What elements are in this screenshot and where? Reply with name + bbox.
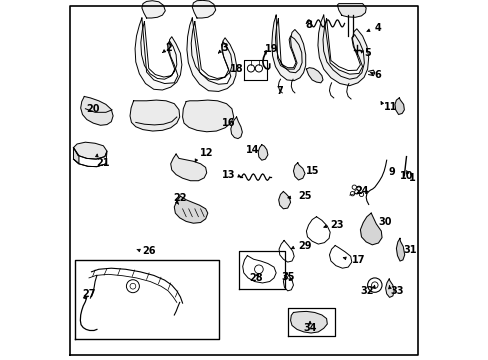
Text: 21: 21 [96,158,109,168]
Text: 2: 2 [165,42,172,53]
Text: 30: 30 [378,217,391,228]
Text: 3: 3 [221,42,227,53]
Text: 31: 31 [403,245,416,255]
Polygon shape [293,163,305,180]
Text: 7: 7 [276,86,283,96]
Text: 11: 11 [384,102,397,112]
Polygon shape [135,18,182,90]
Text: 1: 1 [408,173,415,183]
Text: 10: 10 [400,171,413,181]
Text: 5: 5 [363,48,370,58]
Polygon shape [396,238,404,261]
Text: 18: 18 [229,64,243,74]
Text: 22: 22 [173,193,186,203]
Polygon shape [170,154,206,181]
Polygon shape [230,117,242,139]
Polygon shape [182,100,233,132]
Text: 4: 4 [374,23,381,33]
Text: 14: 14 [245,145,259,155]
Text: 34: 34 [303,323,316,333]
Polygon shape [306,68,322,83]
Text: 35: 35 [281,272,294,282]
Text: 6: 6 [374,70,381,80]
Text: 16: 16 [222,118,235,128]
Polygon shape [73,142,107,159]
Text: 15: 15 [306,166,319,176]
Polygon shape [360,213,381,245]
Polygon shape [186,18,236,91]
Text: 24: 24 [355,186,368,196]
Text: 27: 27 [81,289,95,300]
Text: 17: 17 [351,255,365,265]
Text: 28: 28 [249,273,262,283]
Polygon shape [130,100,179,131]
Text: 23: 23 [329,220,343,230]
Polygon shape [278,192,290,209]
Polygon shape [73,148,79,164]
Text: 8: 8 [305,20,311,30]
Polygon shape [81,96,113,125]
Polygon shape [192,0,215,18]
Text: 13: 13 [222,170,235,180]
Text: 26: 26 [142,246,155,256]
Text: 29: 29 [297,240,311,251]
Polygon shape [290,311,326,333]
Text: 20: 20 [86,104,100,114]
Polygon shape [142,1,165,18]
Polygon shape [394,98,404,114]
Polygon shape [271,15,305,81]
Text: 12: 12 [199,148,213,158]
Text: 9: 9 [387,167,394,177]
Text: 25: 25 [297,191,311,201]
Text: 32: 32 [359,286,373,296]
Text: 19: 19 [265,44,278,54]
Polygon shape [385,279,393,297]
Text: 33: 33 [389,286,403,296]
Polygon shape [174,196,207,223]
Polygon shape [317,15,368,86]
Polygon shape [337,4,366,17]
Polygon shape [258,145,267,160]
